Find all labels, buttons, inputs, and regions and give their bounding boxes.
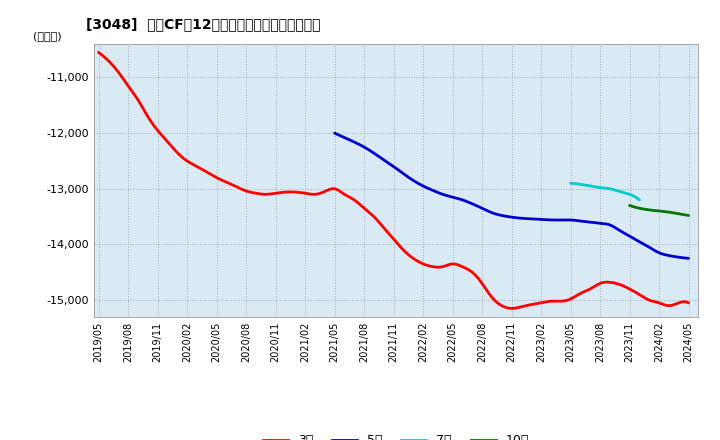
Text: (百万円): (百万円) bbox=[33, 31, 62, 41]
Text: [3048]  投賄CFだ12か月移動合計の平均値の推移: [3048] 投賄CFだ12か月移動合計の平均値の推移 bbox=[86, 18, 321, 32]
Legend: 3年, 5年, 7年, 10年: 3年, 5年, 7年, 10年 bbox=[258, 429, 534, 440]
